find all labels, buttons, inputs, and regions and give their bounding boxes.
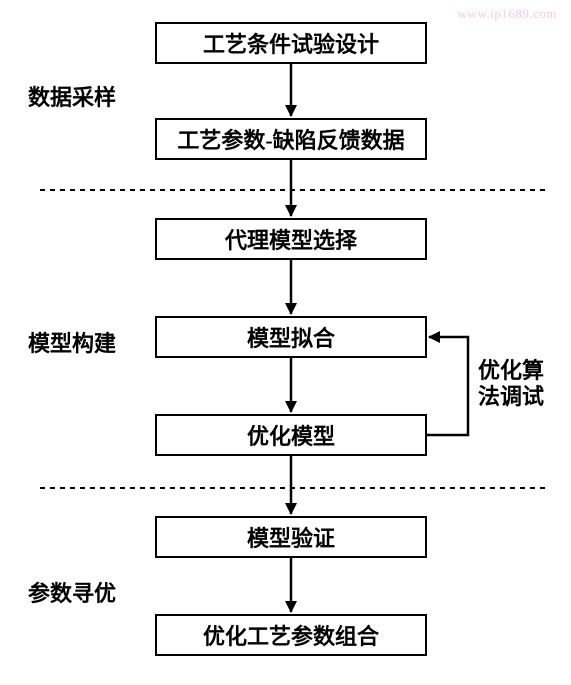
node-model-fit: 模型拟合 (155, 316, 427, 358)
node-design: 工艺条件试验设计 (155, 22, 427, 64)
node-model-validate: 模型验证 (155, 516, 427, 558)
node-feedback-data-label: 工艺参数-缺陷反馈数据 (177, 123, 404, 155)
node-model-fit-label: 模型拟合 (247, 321, 335, 353)
node-optimize-model: 优化模型 (155, 414, 427, 456)
node-design-label: 工艺条件试验设计 (203, 27, 379, 59)
node-optimal-params-label: 优化工艺参数组合 (203, 619, 379, 651)
node-surrogate-select: 代理模型选择 (155, 218, 427, 260)
watermark: www.ip1689.com (458, 6, 557, 22)
stage-label-2: 模型构建 (28, 326, 116, 358)
feedback-label-line2: 法调试 (478, 384, 544, 409)
node-optimize-model-label: 优化模型 (247, 419, 335, 451)
node-surrogate-select-label: 代理模型选择 (225, 223, 357, 255)
node-model-validate-label: 模型验证 (247, 521, 335, 553)
feedback-loop-label: 优化算 法调试 (478, 358, 544, 411)
stage-label-3: 参数寻优 (28, 576, 116, 608)
feedback-label-line1: 优化算 (478, 358, 544, 383)
node-feedback-data: 工艺参数-缺陷反馈数据 (155, 118, 427, 160)
node-optimal-params: 优化工艺参数组合 (155, 614, 427, 656)
stage-label-1: 数据采样 (28, 80, 116, 112)
